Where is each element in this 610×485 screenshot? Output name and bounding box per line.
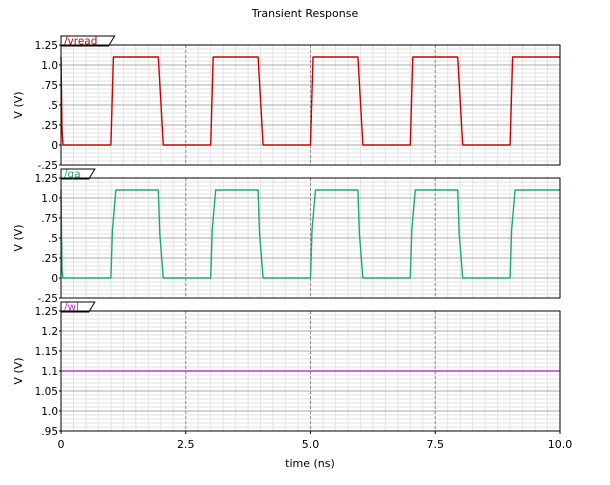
y-tick-label: -.25 (38, 160, 59, 172)
x-axis-label: time (ns) (285, 457, 335, 470)
y-tick-label: .75 (41, 80, 58, 92)
series-line-vread (60, 56, 560, 146)
plot-frame (60, 177, 561, 299)
x-tick-label: 0 (58, 438, 65, 451)
y-tick-label: 1.0 (41, 193, 58, 205)
y-tick-label: -.25 (38, 293, 59, 305)
y-axis-label: V (V) (12, 357, 25, 384)
series-line-qa (60, 189, 560, 279)
legend-entry: /qa (64, 169, 81, 181)
plot-frame (60, 44, 561, 166)
y-tick-label: 1.25 (35, 306, 58, 318)
legend-tab (60, 301, 96, 313)
y-tick-label: 1.1 (41, 366, 58, 378)
y-tick-label: 1.25 (35, 173, 58, 185)
x-tick-label: 5.0 (302, 438, 320, 451)
legend-entry: /vread (64, 36, 97, 48)
chart-title: Transient Response (251, 7, 359, 20)
y-axis-label: V (V) (12, 91, 25, 118)
y-tick-label: 0 (51, 140, 58, 152)
y-tick-label: .95 (41, 426, 58, 438)
y-tick-label: .25 (41, 120, 58, 132)
y-tick-label: 1.15 (35, 346, 58, 358)
y-axis-label: V (V) (12, 224, 25, 251)
y-tick-label: 1.05 (35, 386, 58, 398)
x-tick-label: 2.5 (177, 438, 195, 451)
y-tick-label: 1.2 (41, 326, 58, 338)
legend-tab (60, 35, 116, 47)
y-tick-label: 1.0 (41, 406, 58, 418)
y-tick-label: .75 (41, 213, 58, 225)
y-tick-label: .25 (41, 253, 58, 265)
chart-panel-1: -.25 0 .25 .5 .75 1.0 1.25 V (V) /vread (12, 35, 561, 172)
x-tick-label: 7.5 (427, 438, 445, 451)
y-tick-label: .5 (48, 100, 58, 112)
chart-panel-2: -.25 0 .25 .5 .75 1.0 1.25 V (V) /qa (12, 168, 561, 305)
legend-entry: /wl (64, 302, 79, 314)
y-tick-label: 0 (51, 273, 58, 285)
x-tick-label: 10.0 (548, 438, 573, 451)
legend-tab (60, 168, 96, 180)
chart-panel-3: .95 1.0 1.05 1.1 1.15 1.2 1.25 V (V) /wl (12, 301, 561, 438)
y-tick-label: 1.0 (41, 60, 58, 72)
y-tick-label: 1.25 (35, 40, 58, 52)
y-tick-label: .5 (48, 233, 58, 245)
